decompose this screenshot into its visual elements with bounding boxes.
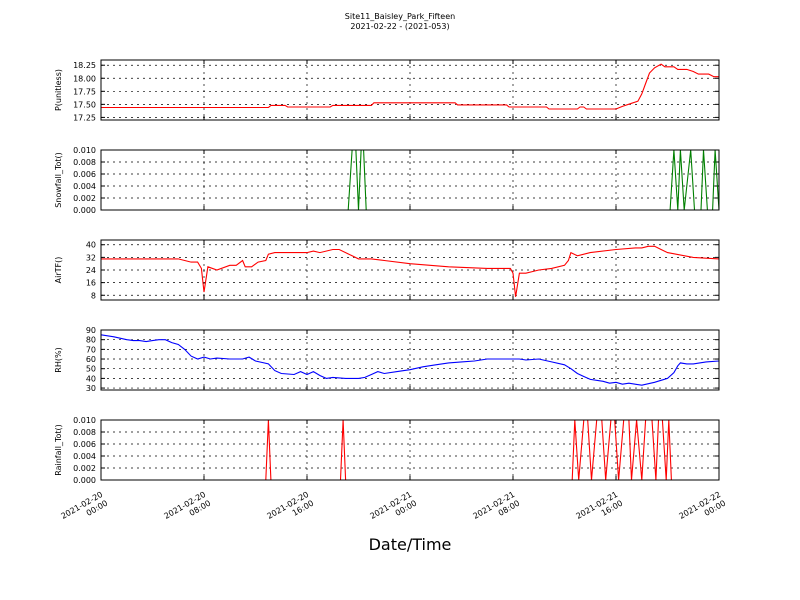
y-tick-label: 40 <box>86 241 96 250</box>
y-tick-label: 0.010 <box>73 146 96 155</box>
y-tick-label: 17.75 <box>73 87 96 96</box>
y-tick-label: 0.004 <box>73 452 96 461</box>
y-axis-label: Rainfall_Tot() <box>54 424 63 476</box>
y-tick-label: 0.006 <box>73 440 96 449</box>
y-tick-label: 24 <box>86 266 96 275</box>
series-line-pressure <box>101 63 719 110</box>
panel-rainfall: 0.000 0.002 0.004 0.006 0.008 0.010 Rainfall_T… <box>54 416 720 485</box>
chart-panels: 17.25 17.50 17.75 18.00 18.25 P(unitless) 0.00… <box>54 59 720 485</box>
y-axis-label: AirTF() <box>54 257 63 284</box>
panel-pressure: 17.25 17.50 17.75 18.00 18.25 P(unitless) <box>54 59 720 122</box>
figure-subtitle: 2021-02-22 - (2021-053) <box>350 22 449 31</box>
y-axis-label: P(unitless) <box>54 69 63 111</box>
plot-frame <box>100 329 720 391</box>
y-tick-label: 30 <box>86 384 96 393</box>
y-axis-label: Snowfall_Tot() <box>54 152 63 208</box>
panel-airtemp: 8 16 24 32 40 AirTF() <box>54 239 720 301</box>
y-axis-label: RH(%) <box>54 347 63 372</box>
y-tick-label: 70 <box>86 345 96 354</box>
plot-frame <box>100 149 720 211</box>
y-tick-label: 16 <box>86 279 96 288</box>
series-line-rh <box>101 334 719 386</box>
y-tick-label: 60 <box>86 355 96 364</box>
y-tick-label: 0.010 <box>73 416 96 425</box>
y-tick-label: 8 <box>91 291 96 300</box>
y-tick-label: 0.006 <box>73 170 96 179</box>
x-axis-label: Date/Time <box>369 535 452 554</box>
y-tick-label: 80 <box>86 336 96 345</box>
y-tick-label: 18.25 <box>73 61 96 70</box>
y-tick-label: 0.004 <box>73 182 96 191</box>
y-tick-label: 17.50 <box>73 100 96 109</box>
y-tick-label: 0.000 <box>73 476 96 485</box>
y-tick-label: 32 <box>86 253 96 262</box>
plot-frame <box>100 419 720 481</box>
y-tick-label: 40 <box>86 374 96 383</box>
figure-title: Site11_Baisley_Park_Fifteen <box>345 12 455 21</box>
y-tick-label: 17.25 <box>73 113 96 122</box>
plot-frame <box>100 59 720 121</box>
y-tick-label: 0.008 <box>73 158 96 167</box>
plot-frame <box>100 239 720 301</box>
y-tick-label: 0.008 <box>73 428 96 437</box>
series-line-airtemp <box>101 245 719 297</box>
y-tick-label: 0.002 <box>73 194 96 203</box>
panel-snowfall: 0.000 0.002 0.004 0.006 0.008 0.010 Snowfall_T… <box>54 146 720 215</box>
y-tick-label: 0.000 <box>73 206 96 215</box>
y-tick-label: 90 <box>86 326 96 335</box>
y-tick-label: 18.00 <box>73 74 96 83</box>
y-tick-label: 50 <box>86 365 96 374</box>
y-tick-label: 0.002 <box>73 464 96 473</box>
